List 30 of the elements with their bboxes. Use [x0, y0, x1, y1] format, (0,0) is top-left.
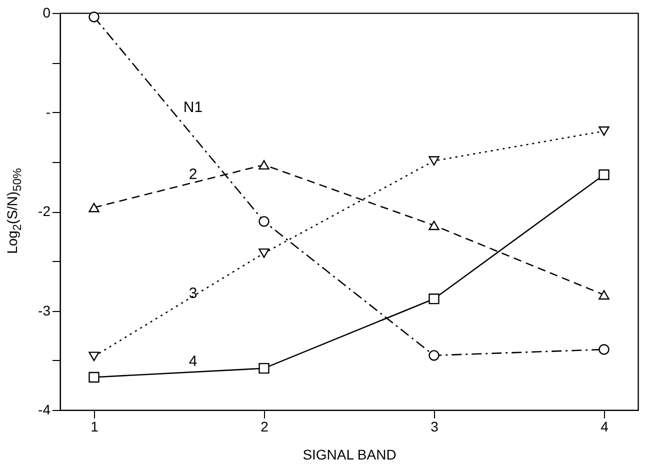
- x-tick-label: 2: [260, 418, 269, 434]
- y-tick-label: -2: [38, 203, 51, 219]
- y-tick-label: 0: [42, 4, 51, 20]
- series-label: 2: [188, 166, 198, 184]
- series-label: 4: [188, 352, 198, 370]
- point: [598, 290, 610, 300]
- point: [88, 372, 100, 383]
- point: [88, 202, 100, 212]
- y-tick-label: -: [46, 104, 51, 120]
- point: [428, 220, 440, 230]
- point: [258, 362, 270, 374]
- point: [88, 352, 100, 362]
- point: [88, 12, 100, 22]
- x-tick-label: 3: [430, 418, 439, 434]
- point: [428, 156, 440, 166]
- point: [598, 169, 610, 180]
- x-axis-title: SIGNAL BAND: [302, 446, 396, 462]
- x-tick-label: 4: [600, 418, 609, 434]
- point: [598, 126, 610, 136]
- series-label: 3: [188, 284, 198, 302]
- point: [258, 248, 270, 258]
- point: [258, 216, 270, 227]
- point: [428, 293, 440, 304]
- series-label: N1: [183, 99, 203, 116]
- y-tick-label: -4: [38, 402, 51, 418]
- point: [598, 344, 610, 355]
- point: [258, 160, 270, 170]
- x-tick-label: 1: [90, 418, 99, 434]
- y-tick-label: -3: [38, 302, 51, 318]
- point: [428, 350, 440, 361]
